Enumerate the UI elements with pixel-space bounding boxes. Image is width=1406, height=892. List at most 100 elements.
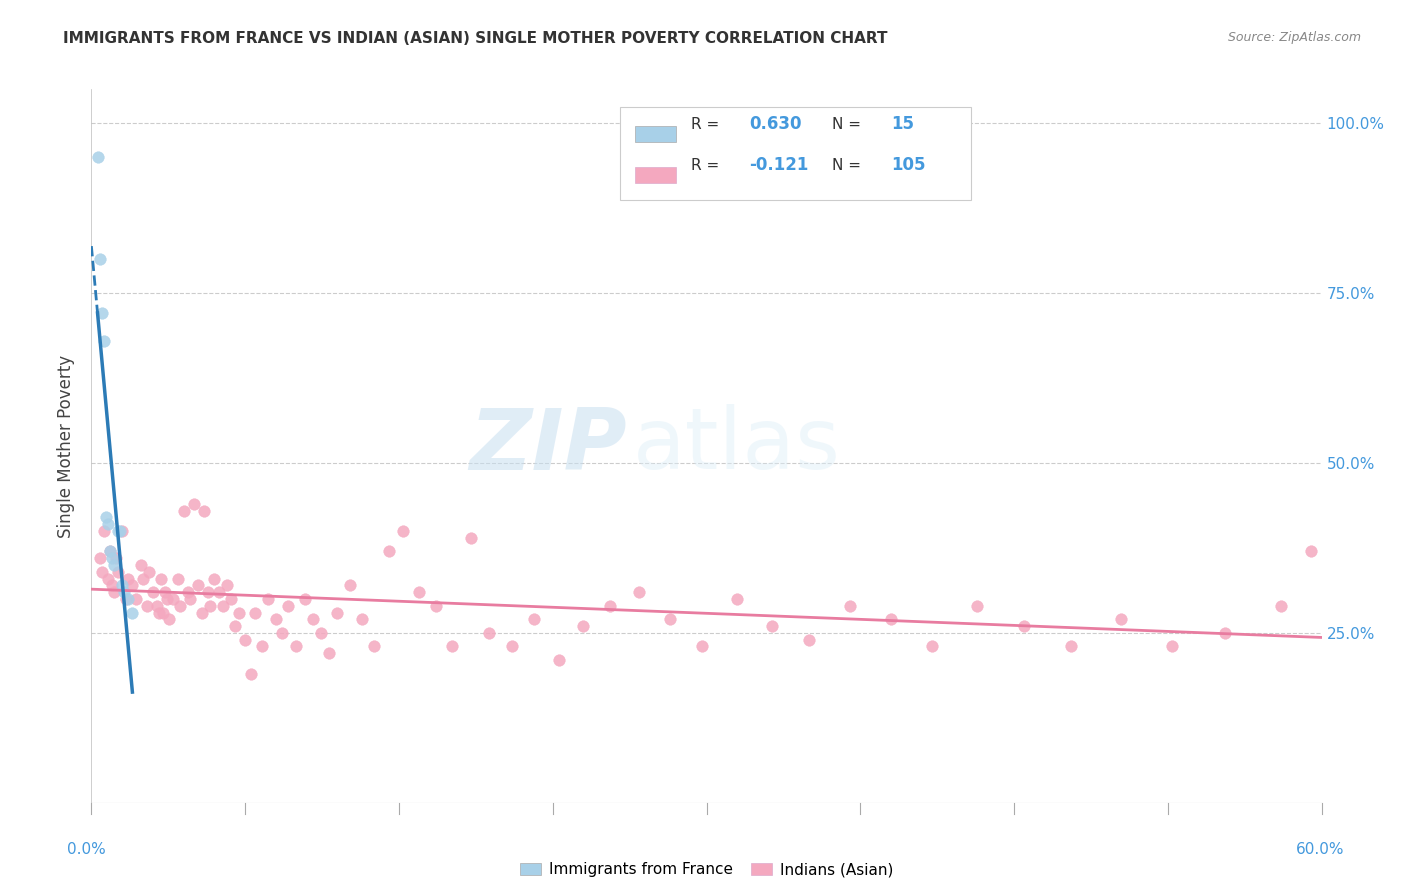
Point	[103, 558, 125, 572]
Point	[86, 150, 108, 164]
Point	[725, 591, 748, 606]
Point	[215, 578, 238, 592]
Point	[326, 606, 349, 620]
Point	[245, 606, 267, 620]
Point	[173, 503, 195, 517]
Point	[97, 517, 120, 532]
Text: N =: N =	[832, 158, 866, 173]
Point	[339, 578, 361, 592]
Text: 0.630: 0.630	[749, 115, 801, 134]
Point	[153, 585, 177, 599]
Point	[599, 599, 621, 613]
Point	[425, 599, 447, 613]
Point	[250, 640, 273, 654]
Text: 15: 15	[891, 115, 914, 134]
Point	[129, 558, 152, 572]
Point	[460, 531, 482, 545]
Point	[152, 606, 174, 620]
Point	[392, 524, 415, 538]
Point	[264, 612, 287, 626]
Point	[523, 612, 546, 626]
Point	[294, 591, 316, 606]
Point	[101, 578, 124, 592]
Text: Source: ZipAtlas.com: Source: ZipAtlas.com	[1227, 31, 1361, 45]
Point	[1161, 640, 1184, 654]
Point	[93, 524, 115, 538]
Point	[157, 612, 180, 626]
Point	[101, 551, 124, 566]
Point	[966, 599, 988, 613]
Point	[1213, 626, 1236, 640]
Point	[352, 612, 374, 626]
Point	[211, 599, 233, 613]
Text: 60.0%: 60.0%	[1296, 842, 1344, 856]
Point	[1060, 640, 1083, 654]
Point	[277, 599, 299, 613]
Point	[240, 666, 263, 681]
Point	[97, 572, 120, 586]
Point	[135, 599, 157, 613]
Point	[117, 572, 139, 586]
Point	[111, 578, 134, 592]
Point	[363, 640, 385, 654]
Point	[880, 612, 903, 626]
Point	[89, 551, 111, 566]
Point	[107, 565, 129, 579]
Point	[90, 306, 112, 320]
Point	[148, 606, 170, 620]
FancyBboxPatch shape	[620, 107, 972, 200]
Point	[797, 632, 820, 647]
Text: 105: 105	[891, 156, 925, 174]
Point	[441, 640, 464, 654]
Point	[183, 497, 205, 511]
Point	[121, 606, 143, 620]
FancyBboxPatch shape	[636, 126, 676, 143]
Y-axis label: Single Mother Poverty: Single Mother Poverty	[58, 354, 76, 538]
Text: atlas: atlas	[633, 404, 841, 488]
Text: IMMIGRANTS FROM FRANCE VS INDIAN (ASIAN) SINGLE MOTHER POVERTY CORRELATION CHART: IMMIGRANTS FROM FRANCE VS INDIAN (ASIAN)…	[63, 31, 887, 46]
Point	[111, 524, 134, 538]
Point	[179, 591, 201, 606]
Point	[177, 585, 200, 599]
Point	[233, 632, 256, 647]
Point	[1014, 619, 1036, 633]
Point	[146, 599, 169, 613]
Text: 0.0%: 0.0%	[67, 842, 107, 856]
Point	[105, 551, 127, 566]
Point	[138, 565, 160, 579]
Point	[94, 510, 117, 524]
Point	[408, 585, 430, 599]
Point	[125, 591, 148, 606]
Point	[112, 585, 135, 599]
Text: R =: R =	[690, 158, 724, 173]
Text: N =: N =	[832, 117, 866, 132]
Text: R =: R =	[690, 117, 724, 132]
Point	[202, 572, 225, 586]
Point	[191, 606, 214, 620]
Point	[1301, 544, 1323, 558]
Point	[921, 640, 943, 654]
Point	[117, 591, 139, 606]
Point	[108, 524, 131, 538]
Point	[166, 572, 188, 586]
Point	[219, 591, 242, 606]
Point	[285, 640, 308, 654]
Point	[501, 640, 523, 654]
Point	[548, 653, 571, 667]
Point	[93, 334, 115, 348]
Point	[193, 503, 215, 517]
Point	[224, 619, 246, 633]
Point	[1270, 599, 1292, 613]
Point	[187, 578, 209, 592]
Point	[658, 612, 681, 626]
Point	[627, 585, 650, 599]
Point	[107, 524, 129, 538]
Point	[228, 606, 250, 620]
Point	[377, 544, 399, 558]
Point	[131, 572, 153, 586]
FancyBboxPatch shape	[636, 167, 676, 183]
Point	[103, 585, 125, 599]
Point	[478, 626, 501, 640]
Point	[162, 591, 184, 606]
Point	[761, 619, 783, 633]
